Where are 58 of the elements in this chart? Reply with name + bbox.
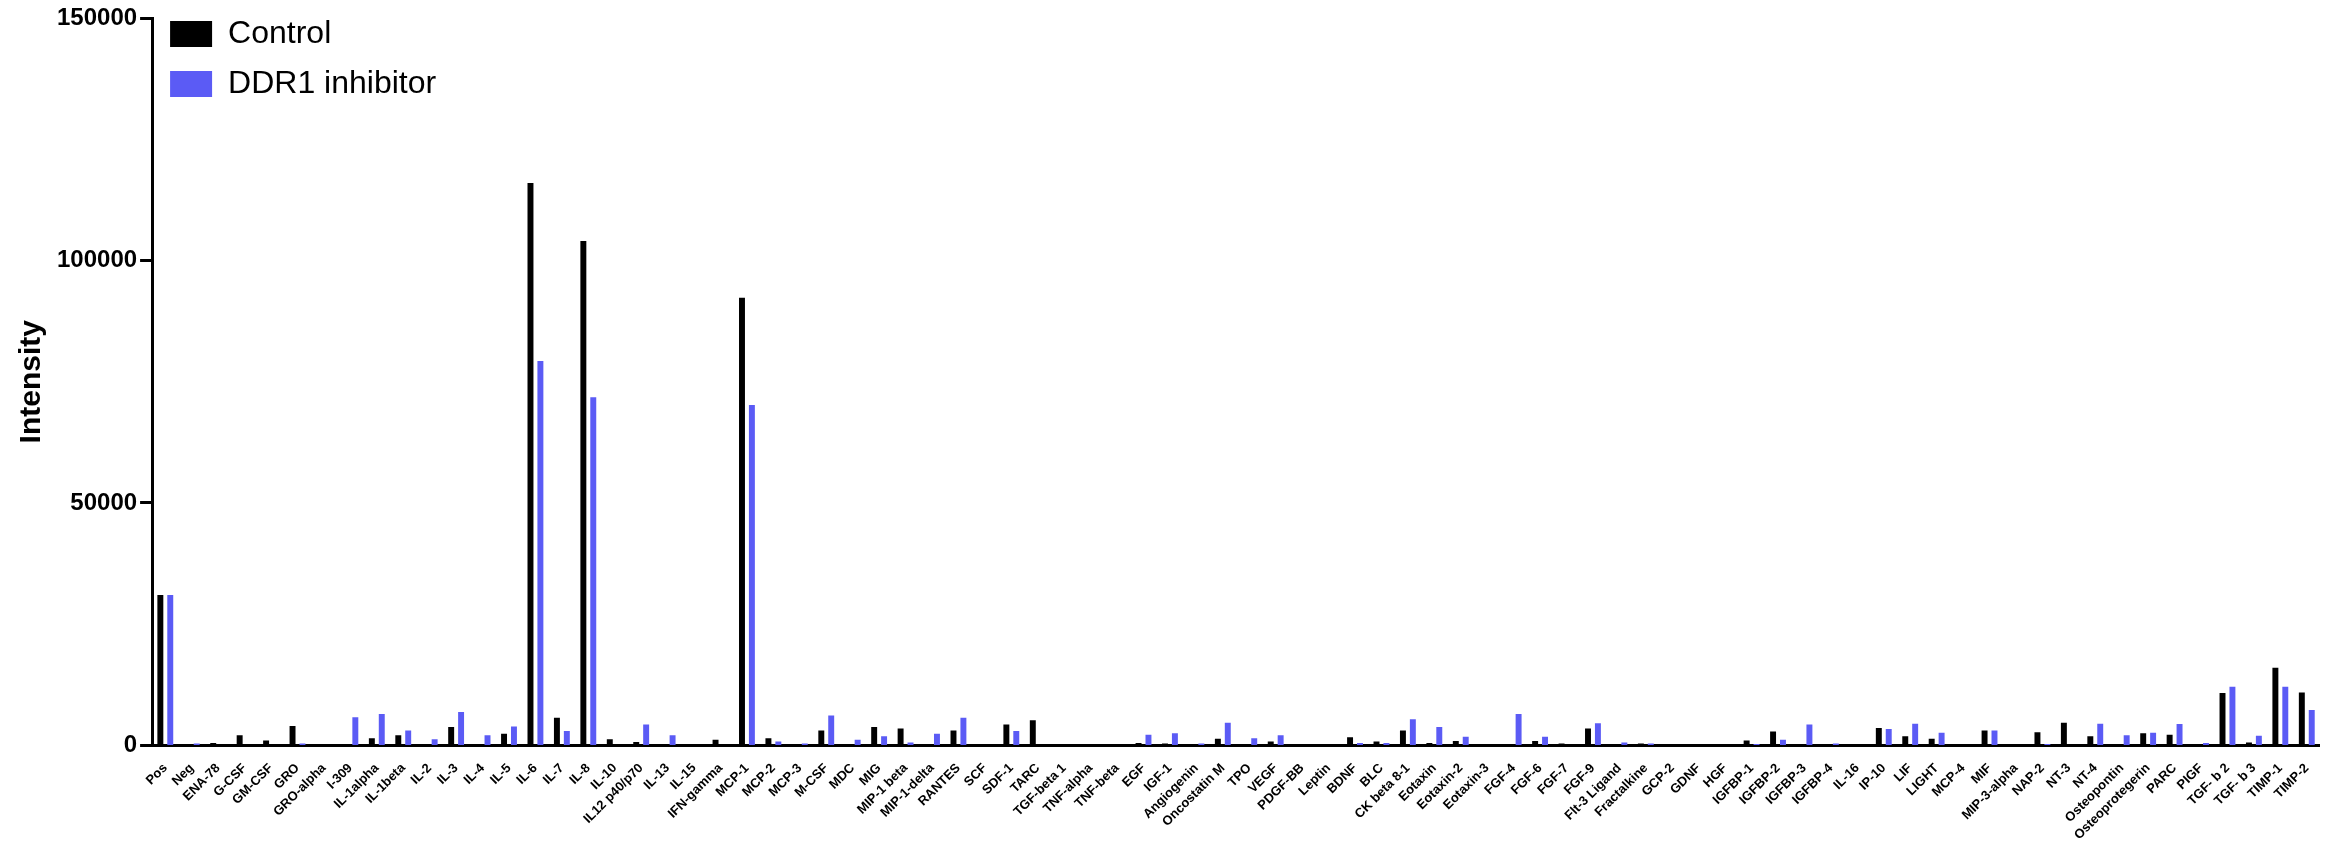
bar xyxy=(1462,736,1469,745)
bar xyxy=(933,733,940,745)
bar xyxy=(378,713,385,745)
bar xyxy=(1912,723,1919,745)
y-axis-title: Intensity xyxy=(13,319,47,444)
y-tick-label: 150000 xyxy=(56,2,138,30)
x-tick-label: IL-7 xyxy=(539,760,567,787)
bar xyxy=(1224,722,1231,745)
bar xyxy=(1885,728,1892,745)
bar xyxy=(2308,710,2315,745)
bar xyxy=(537,360,544,745)
bar xyxy=(1171,733,1178,745)
bar xyxy=(1780,739,1786,745)
bar xyxy=(563,730,570,745)
bar xyxy=(510,726,517,745)
bar xyxy=(167,595,174,745)
bar xyxy=(960,717,967,745)
bar xyxy=(1436,727,1443,745)
bar xyxy=(2123,735,2130,745)
bar xyxy=(2097,723,2104,745)
bar xyxy=(431,739,438,745)
bar xyxy=(828,715,835,745)
x-tick-label: Pos xyxy=(142,760,170,788)
bar xyxy=(352,717,359,745)
bar xyxy=(2176,724,2183,745)
bar xyxy=(2255,735,2262,745)
bar xyxy=(590,397,597,745)
bar xyxy=(1938,732,1945,745)
x-tick-label: IL-5 xyxy=(486,760,514,787)
bar xyxy=(775,741,782,745)
bar xyxy=(1277,735,1284,745)
bar xyxy=(1145,734,1152,745)
bar xyxy=(669,735,676,745)
bar xyxy=(1542,736,1549,745)
bar xyxy=(1806,724,1813,745)
x-tick-label: IL-4 xyxy=(460,759,488,787)
bar xyxy=(2229,686,2236,745)
bar xyxy=(2282,686,2289,745)
bar xyxy=(881,736,888,745)
bar xyxy=(854,739,861,745)
x-tick-label: IL-6 xyxy=(513,760,541,787)
bar xyxy=(1515,713,1522,745)
bar xyxy=(458,712,465,745)
x-tick-label: IL-2 xyxy=(407,760,435,787)
x-tick-label: IL-3 xyxy=(433,760,461,787)
bar xyxy=(1409,719,1416,745)
bar xyxy=(2150,732,2157,745)
y-tick-label: 0 xyxy=(123,730,138,758)
bar xyxy=(643,724,650,745)
legend-label: Control xyxy=(228,13,332,50)
bar xyxy=(1251,738,1258,745)
bar xyxy=(1013,730,1020,745)
y-tick-label: 100000 xyxy=(56,245,138,273)
y-tick-label: 50000 xyxy=(70,487,138,515)
legend-label: DDR1 inhibitor xyxy=(228,63,437,100)
bar xyxy=(748,405,755,745)
bar xyxy=(405,730,412,745)
bar xyxy=(1594,723,1601,745)
